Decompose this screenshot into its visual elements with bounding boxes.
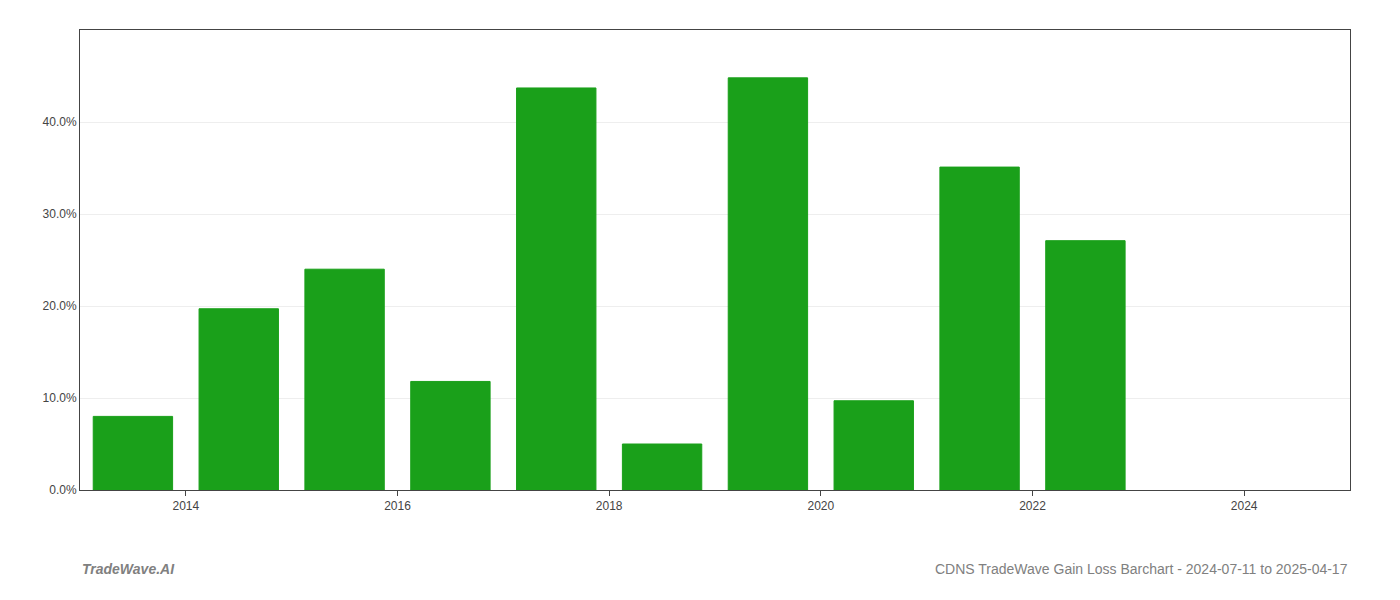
svg-text:2022: 2022 [1019, 499, 1046, 513]
svg-text:40.0%: 40.0% [43, 115, 77, 129]
svg-text:2018: 2018 [596, 499, 623, 513]
svg-text:2024: 2024 [1231, 499, 1258, 513]
svg-text:0.0%: 0.0% [49, 483, 77, 497]
svg-text:20.0%: 20.0% [43, 299, 77, 313]
svg-text:10.0%: 10.0% [43, 391, 77, 405]
svg-text:30.0%: 30.0% [43, 207, 77, 221]
svg-text:TradeWave.AI: TradeWave.AI [82, 561, 175, 577]
svg-text:2016: 2016 [384, 499, 411, 513]
svg-text:CDNS TradeWave Gain Loss Barch: CDNS TradeWave Gain Loss Barchart - 2024… [935, 561, 1348, 577]
svg-text:2014: 2014 [172, 499, 199, 513]
svg-text:2020: 2020 [807, 499, 834, 513]
